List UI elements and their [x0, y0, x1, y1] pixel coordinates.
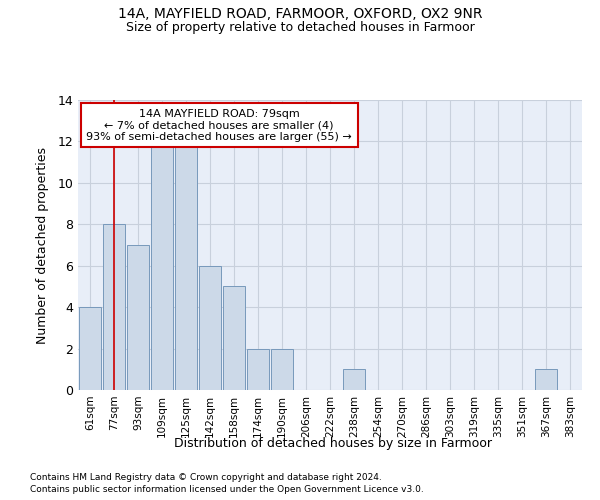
Bar	[199, 266, 221, 390]
Bar	[79, 307, 101, 390]
Text: 14A, MAYFIELD ROAD, FARMOOR, OXFORD, OX2 9NR: 14A, MAYFIELD ROAD, FARMOOR, OXFORD, OX2…	[118, 8, 482, 22]
Text: Contains HM Land Registry data © Crown copyright and database right 2024.: Contains HM Land Registry data © Crown c…	[30, 472, 382, 482]
Y-axis label: Number of detached properties: Number of detached properties	[36, 146, 49, 344]
Bar	[271, 348, 293, 390]
Bar	[343, 370, 365, 390]
Bar	[247, 348, 269, 390]
Bar	[103, 224, 125, 390]
Bar	[151, 142, 173, 390]
Text: 14A MAYFIELD ROAD: 79sqm
← 7% of detached houses are smaller (4)
93% of semi-det: 14A MAYFIELD ROAD: 79sqm ← 7% of detache…	[86, 108, 352, 142]
Text: Contains public sector information licensed under the Open Government Licence v3: Contains public sector information licen…	[30, 485, 424, 494]
Bar	[127, 245, 149, 390]
Bar	[535, 370, 557, 390]
Bar	[223, 286, 245, 390]
Text: Size of property relative to detached houses in Farmoor: Size of property relative to detached ho…	[125, 21, 475, 34]
Text: Distribution of detached houses by size in Farmoor: Distribution of detached houses by size …	[174, 438, 492, 450]
Bar	[175, 142, 197, 390]
